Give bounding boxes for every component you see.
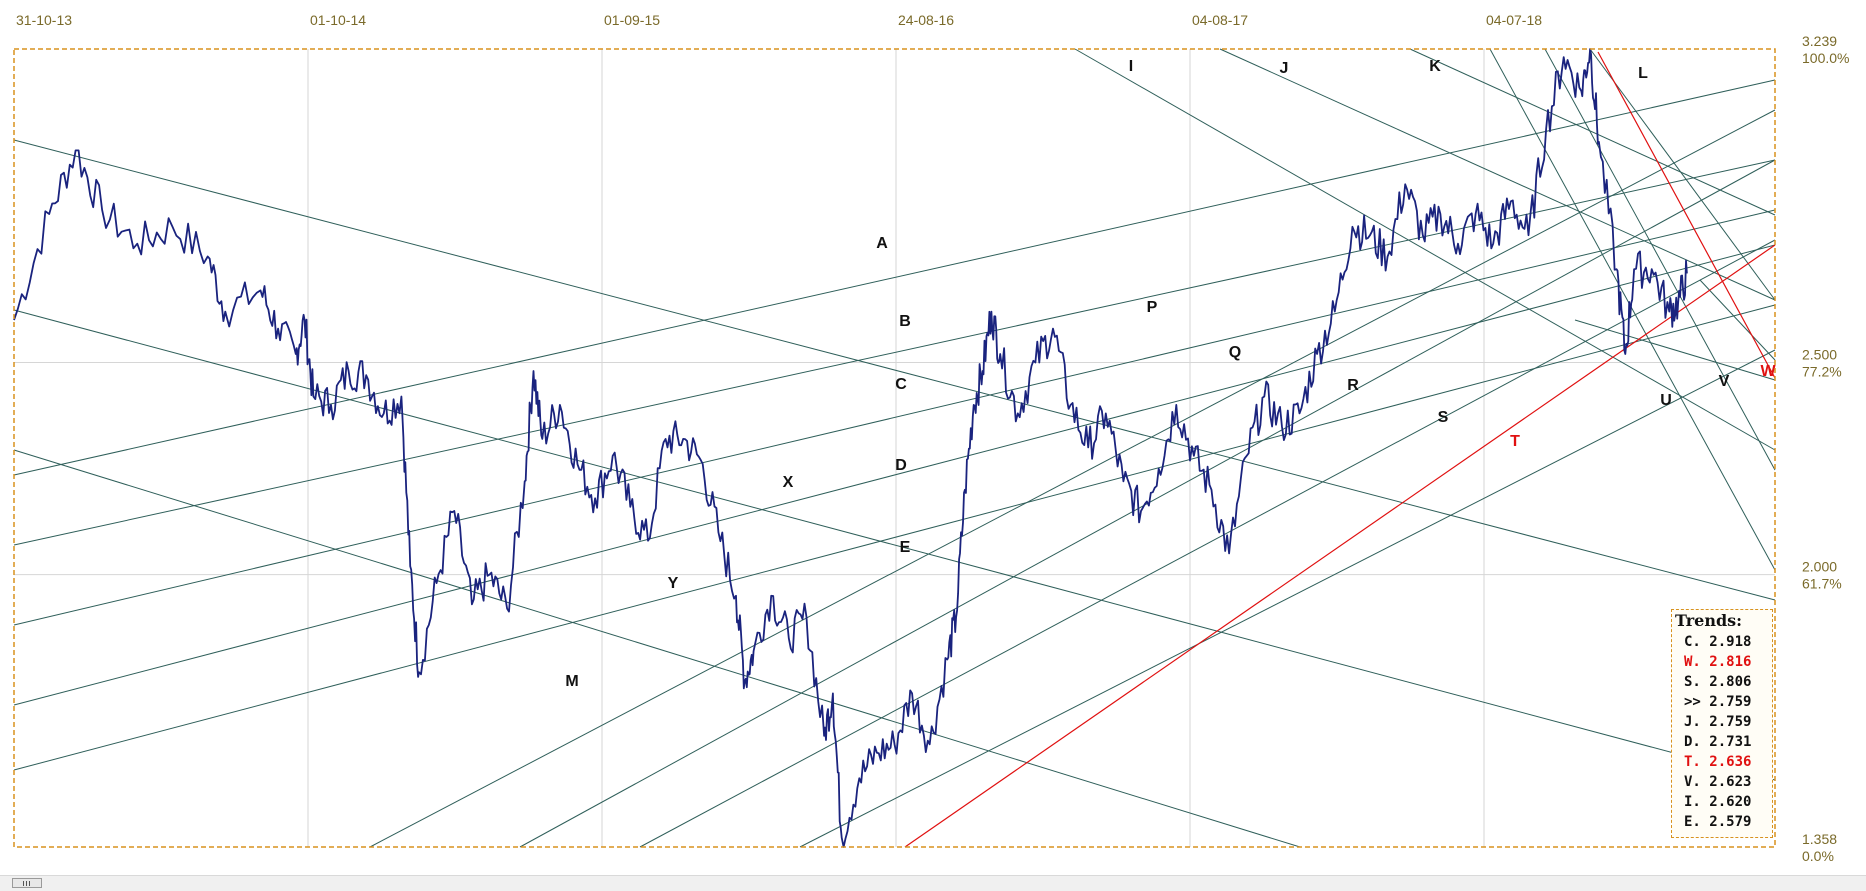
- y-pct-label: 77.2%: [1802, 364, 1842, 380]
- trend-line: [13, 139, 1776, 601]
- trend-line: [1074, 48, 1776, 451]
- trendline-label-p: P: [1147, 299, 1158, 316]
- trend-row: W. 2.816: [1684, 654, 1752, 670]
- trends-title: Trends:: [1675, 611, 1743, 630]
- y-tick-label: 3.239: [1802, 33, 1837, 49]
- trendline-label-m: M: [565, 673, 578, 690]
- trend-row: E. 2.579: [1684, 814, 1752, 830]
- trend-line: [1544, 48, 1776, 471]
- trend-row: S. 2.806: [1684, 674, 1752, 690]
- y-tick-label: 2.000: [1802, 559, 1837, 575]
- trend-row: C. 2.918: [1684, 634, 1752, 650]
- x-tick-label: 24-08-16: [898, 12, 954, 28]
- x-tick-label: 04-08-17: [1192, 12, 1248, 28]
- y-tick-label: 2.500: [1802, 347, 1837, 363]
- trend-line: [13, 79, 1776, 476]
- trend-row: T. 2.636: [1684, 754, 1752, 770]
- trend-row: J. 2.759: [1684, 714, 1752, 730]
- x-tick-label: 04-07-18: [1486, 12, 1542, 28]
- trendline-label-w: W: [1760, 363, 1776, 380]
- trendline-label-t: T: [1510, 433, 1520, 450]
- y-pct-label: 100.0%: [1802, 50, 1849, 66]
- trend-line: [1409, 48, 1776, 216]
- trends-legend: Trends: C. 2.918 W. 2.816 S. 2.806 >> 2.759…: [1671, 609, 1773, 838]
- trendline-label-k: K: [1429, 58, 1441, 75]
- trend-line: [13, 449, 1301, 848]
- trendline-label-y: Y: [668, 575, 679, 592]
- trend-row: >> 2.759: [1684, 694, 1752, 710]
- x-tick-label: 01-10-14: [310, 12, 366, 28]
- y-tick-label: 1.358: [1802, 831, 1837, 847]
- trendline-label-i: I: [1129, 58, 1133, 75]
- horizontal-scrollbar[interactable]: [0, 875, 1866, 891]
- trendline-label-e: E: [900, 539, 911, 556]
- trend-row: I. 2.620: [1684, 794, 1752, 810]
- trend-line: [13, 309, 1776, 781]
- trendlines: [13, 48, 1776, 848]
- trend-line: [369, 109, 1776, 848]
- trendline-label-s: S: [1438, 409, 1449, 426]
- trend-line: [1589, 48, 1776, 301]
- trendline-label-v: V: [1719, 373, 1730, 390]
- trend-line: [1574, 319, 1776, 381]
- trendline-label-j: J: [1280, 60, 1289, 77]
- trendline-label-d: D: [895, 457, 907, 474]
- trend-line: [13, 159, 1776, 546]
- trend-line: [1219, 48, 1776, 301]
- x-axis: 31-10-13 01-10-14 01-09-15 24-08-16 04-08-17…: [16, 12, 1542, 28]
- trend-line: [1489, 48, 1776, 571]
- y-pct-label: 0.0%: [1802, 848, 1834, 864]
- trend-row: D. 2.731: [1684, 734, 1752, 750]
- trendline-label-c: C: [895, 376, 907, 393]
- price-line: [13, 48, 1688, 848]
- trend-line: [13, 209, 1776, 626]
- trendline-label-b: B: [899, 313, 911, 330]
- plot-frame: [13, 48, 1776, 848]
- trend-line-red: [1597, 51, 1776, 379]
- x-tick-label: 31-10-13: [16, 12, 72, 28]
- price-series: [13, 48, 1688, 848]
- trendline-label-x: X: [783, 474, 794, 491]
- trend-line: [13, 244, 1776, 706]
- trend-line: [799, 349, 1776, 848]
- scrollbar-thumb[interactable]: [12, 878, 42, 888]
- trend-line-red: [904, 244, 1776, 848]
- trend-line: [639, 239, 1776, 848]
- trendline-label-u: U: [1660, 392, 1672, 409]
- x-tick-label: 01-09-15: [604, 12, 660, 28]
- trend-line: [13, 304, 1776, 771]
- trend-line: [1699, 279, 1776, 361]
- trendline-labels: A B C D E I J K L M P Q R S T U V W X Y: [565, 58, 1776, 690]
- y-pct-label: 61.7%: [1802, 576, 1842, 592]
- trendline-label-q: Q: [1229, 344, 1241, 361]
- trendline-label-a: A: [876, 235, 888, 252]
- trendline-label-l: L: [1638, 65, 1648, 82]
- trend-row: V. 2.623: [1684, 774, 1752, 790]
- trendline-label-r: R: [1347, 377, 1359, 394]
